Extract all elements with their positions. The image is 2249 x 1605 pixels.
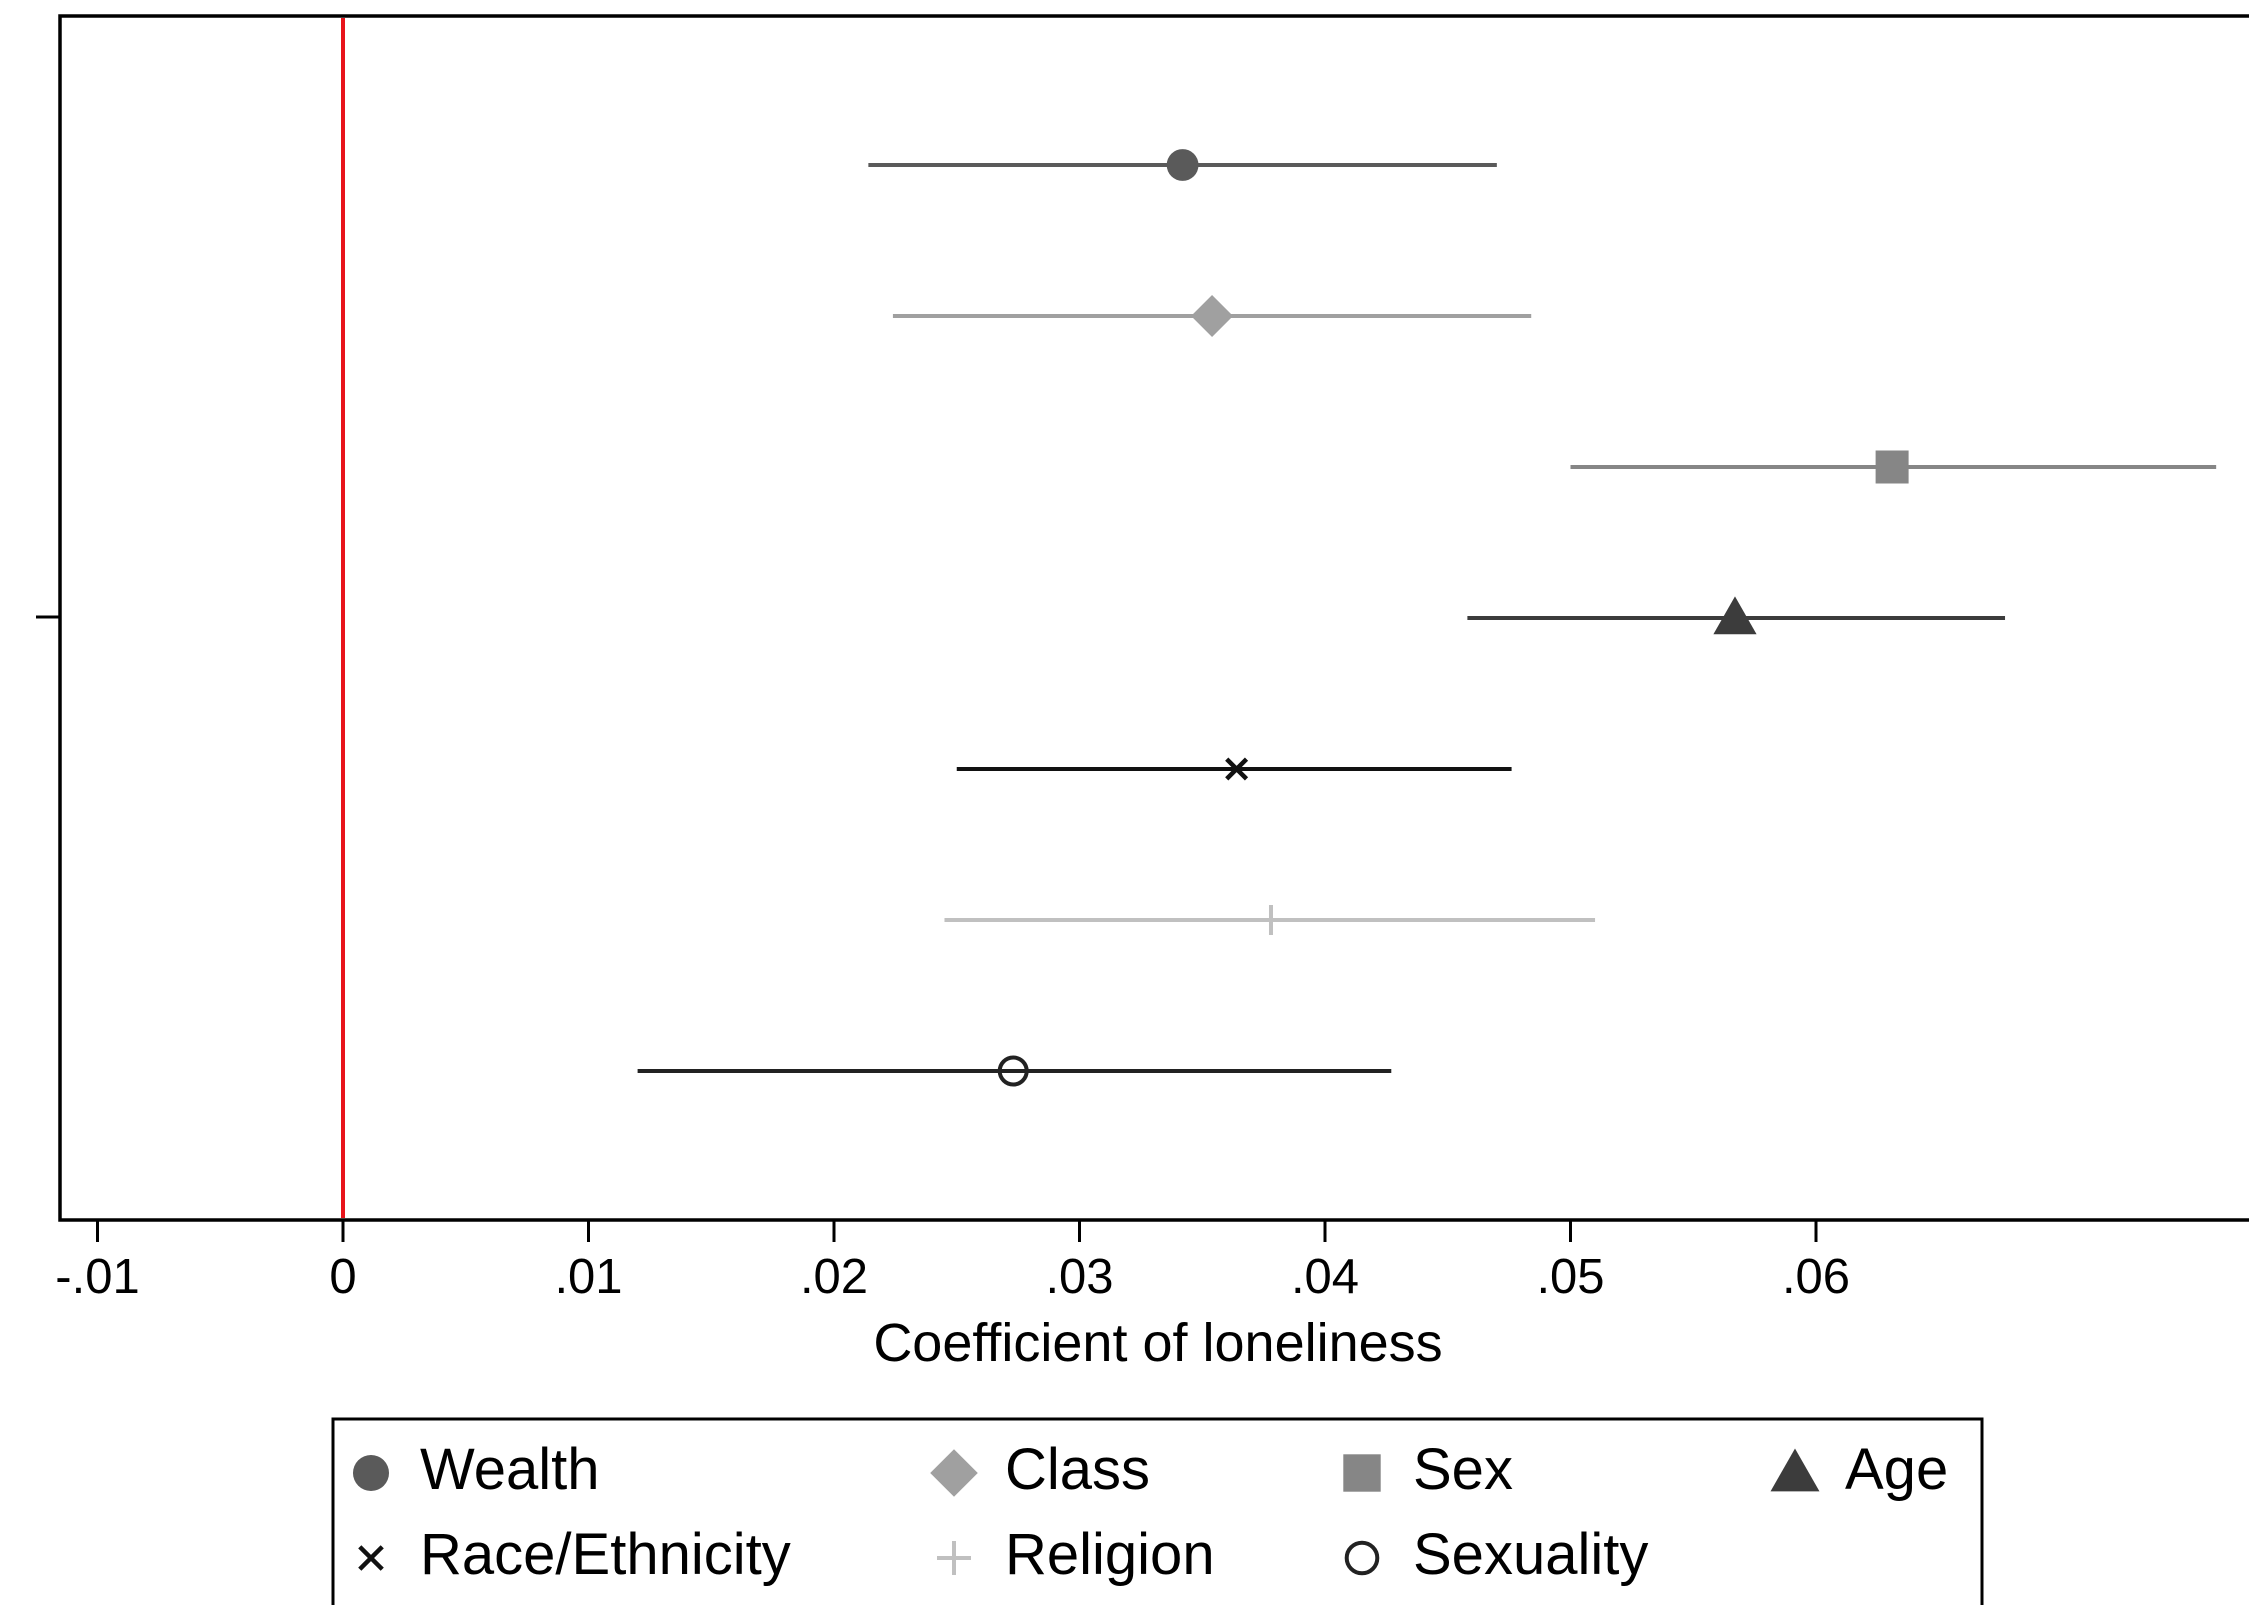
- x-tick-label: .03: [1045, 1250, 1113, 1304]
- legend-box: [331, 1417, 1984, 1605]
- legend-label-class: Class: [1005, 1437, 1150, 1502]
- legend-label-religion: Religion: [1005, 1522, 1215, 1587]
- point-estimate-religion: [1255, 905, 1286, 935]
- legend-marker-sexuality: [1344, 1540, 1380, 1576]
- legend-marker-class: [930, 1449, 978, 1497]
- legend-label-wealth: Wealth: [420, 1437, 599, 1502]
- point-estimate-sexuality: [997, 1055, 1029, 1087]
- point-estimate-age: [1713, 596, 1757, 635]
- point-estimate-race-ethnicity: [1225, 757, 1249, 781]
- x-tick-label: -.01: [55, 1250, 139, 1304]
- x-tick-label: .06: [1782, 1250, 1850, 1304]
- x-tick-label: .04: [1291, 1250, 1359, 1304]
- legend-label-race-ethnicity: Race/Ethnicity: [420, 1522, 791, 1587]
- legend-marker-race-ethnicity: [358, 1545, 384, 1571]
- point-estimate-class: [1191, 295, 1234, 337]
- legend-marker-age: [1770, 1448, 1820, 1492]
- x-tick-label: .01: [554, 1250, 622, 1304]
- point-estimate-wealth: [1166, 149, 1199, 181]
- legend-marker-sex: [1343, 1454, 1381, 1492]
- x-tick-label: .05: [1536, 1250, 1604, 1304]
- legend-label-sex: Sex: [1413, 1437, 1513, 1502]
- x-axis-title: Coefficient of loneliness: [873, 1313, 1442, 1373]
- x-tick-label: .02: [800, 1250, 868, 1304]
- legend-label-age: Age: [1845, 1437, 1948, 1502]
- legend-marker-wealth: [352, 1454, 390, 1492]
- legend-marker-religion: [937, 1541, 971, 1575]
- point-estimate-sex: [1875, 450, 1909, 484]
- legend-label-sexuality: Sexuality: [1413, 1522, 1648, 1587]
- x-tick-label: 0: [329, 1250, 356, 1304]
